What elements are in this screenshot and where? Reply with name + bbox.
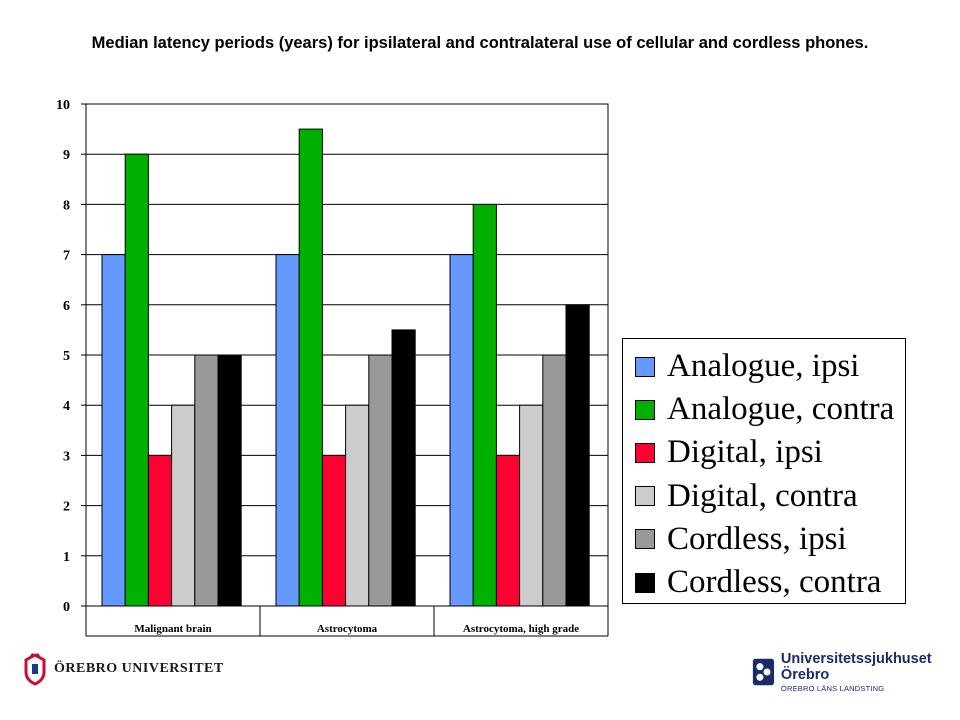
x-tick-label: Astrocytoma, high grade bbox=[463, 623, 579, 635]
legend-swatch bbox=[635, 572, 655, 593]
y-tick-label: 4 bbox=[63, 399, 70, 414]
legend-item: Digital, ipsi bbox=[635, 431, 905, 474]
orebro-lans-landsting-text: ÖREBRO LÄNS LANDSTING bbox=[780, 683, 885, 693]
bar bbox=[217, 354, 242, 607]
legend-swatch bbox=[635, 442, 655, 463]
bar bbox=[368, 354, 393, 607]
legend-swatch bbox=[635, 486, 655, 507]
y-tick-label: 2 bbox=[63, 500, 70, 515]
bar bbox=[101, 254, 126, 607]
y-tick-label: 8 bbox=[63, 198, 70, 213]
bar bbox=[391, 329, 416, 607]
legend-label: Analogue, contra bbox=[667, 391, 895, 428]
legend-label: Digital, ipsi bbox=[667, 434, 823, 471]
bar bbox=[472, 203, 497, 607]
bar bbox=[171, 404, 196, 607]
y-tick-label: 3 bbox=[63, 449, 70, 464]
y-tick-label: 9 bbox=[63, 148, 70, 163]
y-tick-label: 7 bbox=[63, 249, 70, 264]
county-emblem-icon bbox=[752, 659, 775, 686]
y-tick-label: 5 bbox=[63, 349, 70, 364]
legend-label: Cordless, contra bbox=[667, 564, 882, 601]
y-tick-label: 6 bbox=[63, 299, 70, 314]
legend-item: Analogue, ipsi bbox=[635, 345, 905, 388]
legend-label: Analogue, ipsi bbox=[667, 348, 860, 385]
bar bbox=[449, 254, 474, 607]
y-tick-label: 1 bbox=[63, 550, 70, 565]
legend-item: Digital, contra bbox=[635, 475, 905, 518]
legend-swatch bbox=[635, 356, 655, 377]
bar bbox=[124, 153, 149, 607]
legend-swatch bbox=[635, 399, 655, 420]
legend-item: Cordless, ipsi bbox=[635, 518, 905, 561]
legend-item: Cordless, contra bbox=[635, 561, 905, 604]
bar bbox=[565, 304, 590, 607]
universitetssjukhuset-text: Universitetssjukhuset Örebro bbox=[780, 651, 932, 683]
legend-label: Cordless, ipsi bbox=[667, 520, 847, 557]
y-tick-label: 0 bbox=[63, 600, 70, 615]
legend-swatch bbox=[635, 529, 655, 550]
orebro-universitet-logo: ÖREBRO UNIVERSITET bbox=[22, 652, 224, 686]
bar bbox=[147, 454, 173, 607]
x-tick-label: Malignant brain bbox=[134, 623, 211, 635]
bar bbox=[519, 404, 544, 607]
chart-title: Median latency periods (years) for ipsil… bbox=[91, 34, 869, 52]
x-tick-label: Astrocytoma bbox=[317, 623, 378, 635]
bar bbox=[194, 354, 219, 607]
bar bbox=[542, 354, 567, 607]
bar bbox=[298, 128, 323, 607]
legend-label: Digital, contra bbox=[667, 477, 858, 514]
universitetssjukhuset-logo: Universitetssjukhuset Örebro ÖREBRO LÄNS… bbox=[752, 651, 960, 693]
bar bbox=[275, 254, 300, 607]
chart-legend: Analogue, ipsi Analogue, contra Digital, i… bbox=[622, 338, 906, 604]
legend-item: Analogue, contra bbox=[635, 388, 905, 431]
bar bbox=[495, 454, 521, 607]
orebro-universitet-text: ÖREBRO UNIVERSITET bbox=[54, 661, 224, 676]
bar bbox=[345, 404, 370, 607]
bar bbox=[321, 454, 347, 607]
crown-seal-icon bbox=[24, 653, 46, 686]
y-tick-label: 10 bbox=[56, 98, 70, 113]
